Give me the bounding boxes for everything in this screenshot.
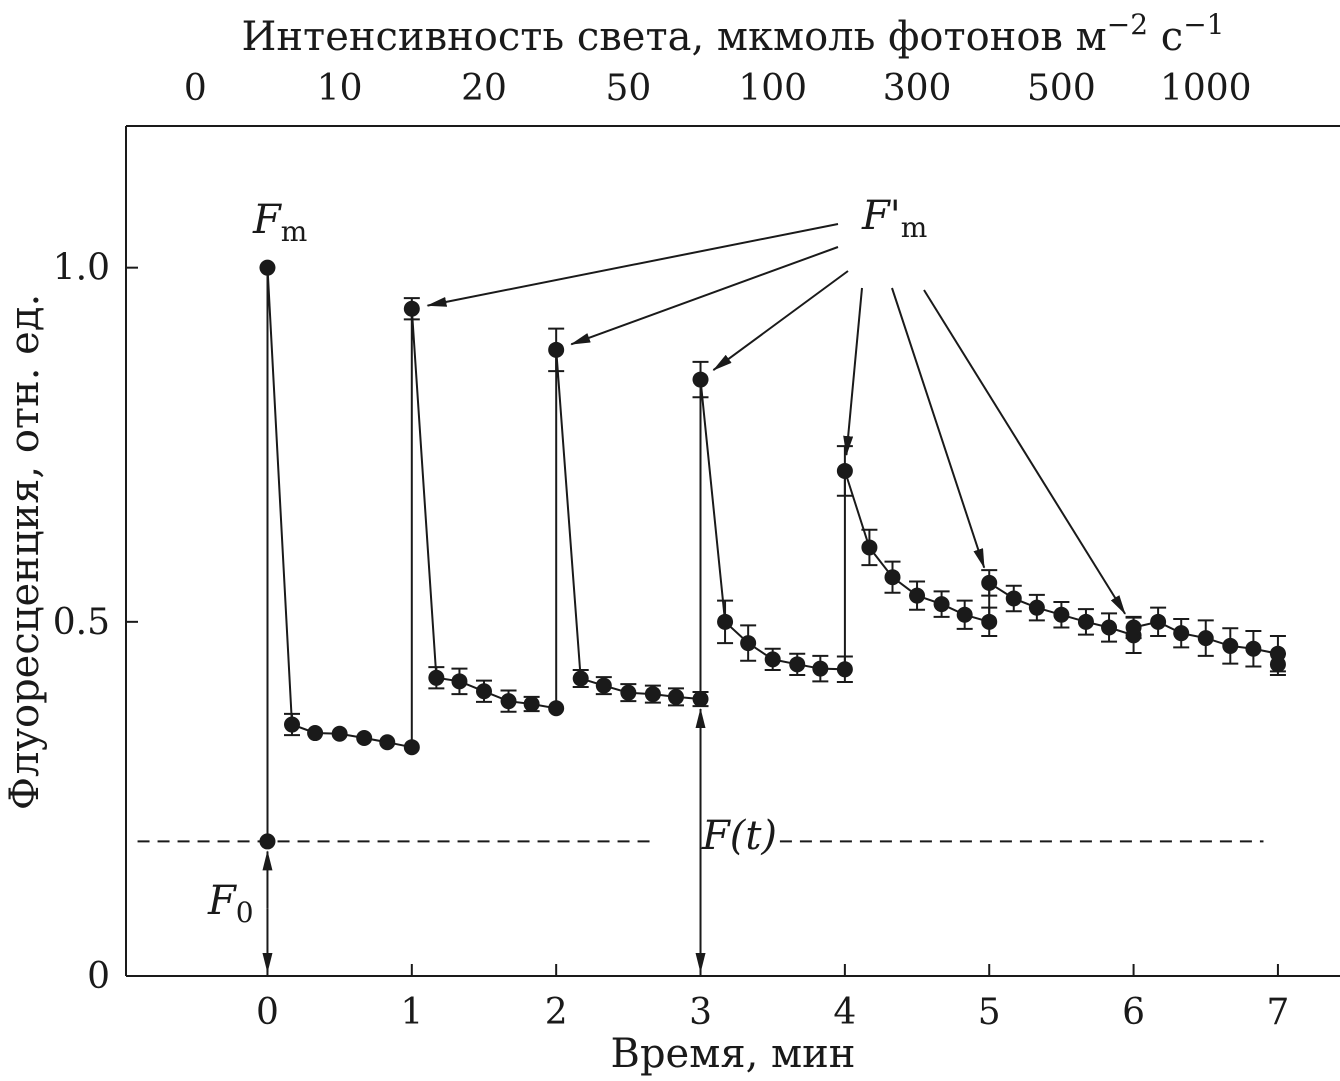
top-axis-tick-label: 50 (605, 68, 651, 109)
data-point (428, 669, 445, 686)
data-point (259, 833, 276, 850)
f0-label: F0 (207, 878, 254, 929)
x-tick-label: 4 (833, 992, 856, 1033)
data-point (812, 660, 829, 677)
top-axis-tick-label: 500 (1027, 68, 1096, 109)
fm-prime-label: F'm (861, 193, 927, 244)
data-point (667, 688, 684, 705)
data-point (595, 677, 612, 694)
data-point (523, 696, 540, 712)
data-point (307, 725, 324, 742)
data-point (1197, 630, 1214, 647)
top-axis-sup-1: −2 (1107, 8, 1148, 41)
data-point (1053, 606, 1070, 623)
data-point (956, 606, 973, 623)
data-point (284, 716, 301, 733)
data-point (981, 574, 998, 591)
data-points (259, 259, 1286, 850)
ft-label: F(t) (701, 813, 777, 859)
data-point (572, 670, 589, 687)
data-point (933, 596, 950, 613)
fm-prime-arrow (712, 270, 849, 371)
series-line (266, 267, 1279, 842)
data-point (764, 651, 781, 668)
top-axis-sup-2: −1 (1183, 8, 1224, 41)
data-point (1077, 613, 1094, 630)
data-point (717, 613, 734, 630)
data-point (548, 341, 565, 358)
error-bars (284, 297, 1286, 737)
data-point (692, 371, 709, 388)
data-point (620, 684, 637, 701)
fm-prime-arrows (426, 223, 1126, 615)
data-point (1028, 599, 1045, 616)
data-point (356, 730, 373, 746)
top-axis-tick-label: 1000 (1160, 68, 1252, 109)
data-point (403, 739, 420, 756)
data-point (909, 587, 926, 604)
data-point (789, 656, 806, 673)
data-point (740, 635, 757, 652)
data-point (548, 700, 565, 717)
data-point (1005, 590, 1022, 607)
fm-prime-arrow (891, 287, 986, 569)
data-point (259, 259, 276, 276)
fm-prime-arrow (923, 289, 1126, 615)
x-tick-label: 5 (978, 992, 1001, 1033)
data-point (1222, 637, 1239, 654)
data-point (1269, 656, 1286, 673)
axis-ticks: 0 1 2 3 4 5 6 7 0 0.5 1.0 0 10 20 50 100 300 500 1000 (53, 68, 1290, 1033)
data-point (836, 661, 853, 678)
fm-prime-arrow (426, 223, 839, 307)
y-tick-label: 0.5 (53, 602, 110, 643)
data-point (379, 734, 396, 751)
x-tick-label: 7 (1266, 992, 1289, 1033)
y-tick-label: 1.0 (53, 248, 110, 289)
y-axis-title: Флуоресценция, отн. ед. (2, 294, 48, 810)
data-point (861, 539, 878, 556)
top-axis-tick-label: 0 (184, 68, 207, 109)
data-point (1173, 625, 1190, 642)
f0-label-sub: 0 (236, 896, 254, 929)
data-point (692, 691, 709, 708)
x-tick-label: 2 (545, 992, 568, 1033)
top-axis-unit-mid: с (1148, 14, 1183, 60)
top-axis-tick-label: 300 (883, 68, 952, 109)
data-point (1125, 619, 1142, 636)
x-tick-label: 1 (400, 992, 423, 1033)
data-point (451, 673, 468, 690)
data-point (1101, 619, 1118, 636)
data-point (500, 693, 517, 710)
data-point (1245, 640, 1262, 657)
data-point (403, 300, 420, 317)
top-axis-tick-label: 100 (738, 68, 807, 109)
top-axis-tick-label: 20 (461, 68, 507, 109)
fm-prime-label-sub: m (901, 211, 928, 244)
x-tick-label: 0 (256, 992, 279, 1033)
fm-label: Fm (252, 197, 307, 248)
fluorescence-series-line (266, 267, 1279, 842)
fm-prime-arrow (843, 287, 863, 456)
y-tick-label: 0 (87, 956, 110, 997)
x-tick-label: 6 (1122, 992, 1145, 1033)
data-point (644, 686, 661, 703)
x-tick-label: 3 (689, 992, 712, 1033)
data-point (981, 613, 998, 630)
data-point (475, 683, 492, 700)
fm-label-sub: m (281, 215, 308, 248)
data-point (836, 462, 853, 479)
data-point (331, 725, 348, 742)
vertical-arrows (262, 708, 706, 973)
fm-prime-arrow (570, 246, 839, 346)
top-axis-title: Интенсивность света, мкмоль фотонов м−2 … (242, 8, 1225, 60)
x-axis-title: Время, мин (611, 1031, 856, 1077)
top-axis-tick-label: 10 (317, 68, 363, 109)
data-point (884, 569, 901, 586)
data-point (1150, 613, 1167, 630)
